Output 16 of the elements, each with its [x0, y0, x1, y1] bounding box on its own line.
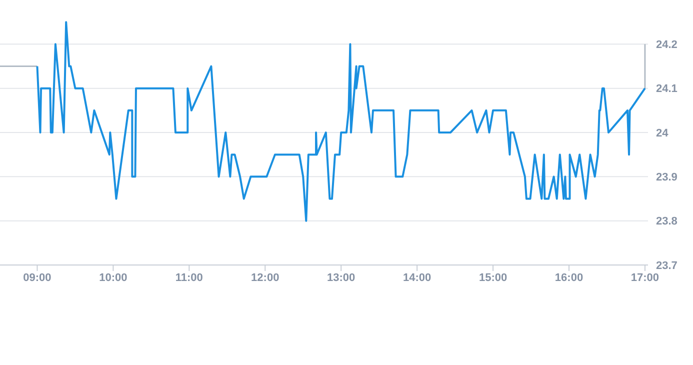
y-tick-label: 23.7 — [656, 260, 678, 272]
line-series — [36, 21, 646, 222]
y-tick-label: 24.2 — [656, 39, 678, 52]
y-tick-label: 23.9 — [656, 172, 678, 184]
x-tick-label: 10:00 — [99, 272, 128, 284]
x-tick-label: 13:00 — [327, 272, 356, 284]
x-tick-label: 12:00 — [251, 272, 280, 284]
y-tick-label: 23.8 — [656, 216, 678, 228]
y-tick-label: 24 — [656, 127, 670, 140]
x-tick-label: 11:00 — [175, 272, 203, 284]
x-tick-label: 16:00 — [554, 272, 584, 284]
x-tick-label: 15:00 — [478, 272, 508, 284]
x-tick-label: 17:00 — [630, 272, 660, 284]
x-tick-label: 14:00 — [402, 272, 432, 284]
x-tick-label: 09:00 — [23, 272, 52, 284]
y-tick-label: 24.1 — [656, 83, 678, 96]
